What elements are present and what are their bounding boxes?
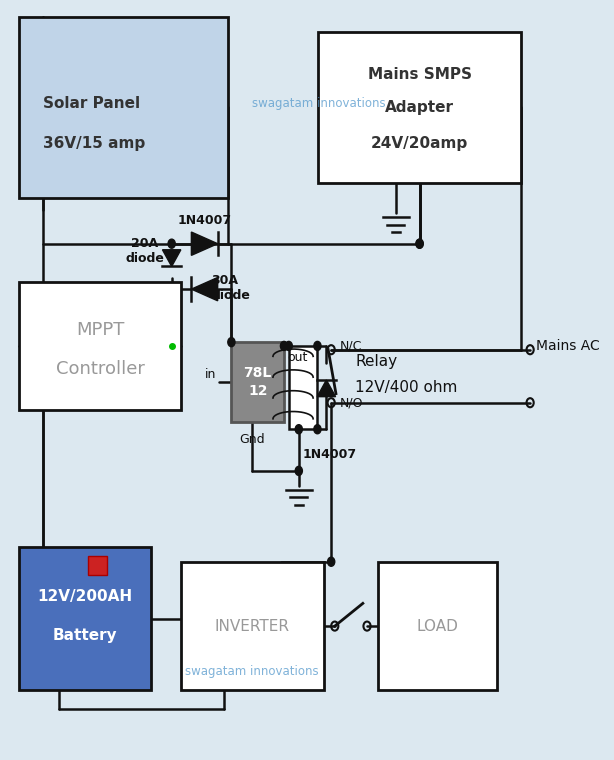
Text: Battery: Battery xyxy=(53,629,117,643)
Text: Mains AC: Mains AC xyxy=(536,339,600,353)
Text: out: out xyxy=(287,351,308,364)
Text: 12V/200AH: 12V/200AH xyxy=(37,590,133,604)
Text: 1N4007: 1N4007 xyxy=(177,214,231,227)
Text: 1N4007: 1N4007 xyxy=(302,448,357,461)
Text: in: in xyxy=(205,368,217,381)
Circle shape xyxy=(228,337,235,347)
Circle shape xyxy=(416,239,423,249)
Polygon shape xyxy=(163,250,181,267)
Text: MPPT: MPPT xyxy=(76,321,124,340)
Bar xyxy=(19,281,181,410)
Circle shape xyxy=(168,239,175,249)
Bar xyxy=(289,346,317,429)
Bar xyxy=(88,556,107,575)
Text: 30A
diode: 30A diode xyxy=(212,274,251,302)
Text: Mains SMPS: Mains SMPS xyxy=(368,67,472,81)
Text: swagatam innovations: swagatam innovations xyxy=(252,97,386,110)
Circle shape xyxy=(281,341,287,350)
Text: 36V/15 amp: 36V/15 amp xyxy=(43,136,146,151)
Circle shape xyxy=(314,341,321,350)
Text: swagatam innovations: swagatam innovations xyxy=(185,665,319,678)
Bar xyxy=(231,342,284,422)
Text: 20A
diode: 20A diode xyxy=(125,237,164,265)
Text: Adapter: Adapter xyxy=(385,100,454,115)
Polygon shape xyxy=(192,232,217,255)
Bar xyxy=(19,546,151,691)
Circle shape xyxy=(295,425,302,434)
Text: 12V/400 ohm: 12V/400 ohm xyxy=(355,380,457,395)
Text: Relay: Relay xyxy=(355,353,397,369)
Bar xyxy=(378,562,497,691)
Polygon shape xyxy=(317,380,336,397)
Bar xyxy=(181,562,324,691)
Text: LOAD: LOAD xyxy=(416,619,459,634)
Text: 78L
12: 78L 12 xyxy=(244,366,272,397)
Text: N/C: N/C xyxy=(340,340,362,353)
Circle shape xyxy=(416,239,423,249)
Circle shape xyxy=(314,425,321,434)
Text: 24V/20amp: 24V/20amp xyxy=(371,136,468,151)
Text: Controller: Controller xyxy=(55,360,144,378)
Text: INVERTER: INVERTER xyxy=(215,619,290,634)
Text: N/O: N/O xyxy=(340,396,363,409)
Circle shape xyxy=(328,557,335,566)
Circle shape xyxy=(285,341,292,350)
Bar xyxy=(318,32,521,183)
Polygon shape xyxy=(192,277,217,301)
Bar xyxy=(19,17,228,198)
Text: Gnd: Gnd xyxy=(239,433,265,446)
Circle shape xyxy=(295,467,302,476)
Text: Solar Panel: Solar Panel xyxy=(43,97,141,111)
